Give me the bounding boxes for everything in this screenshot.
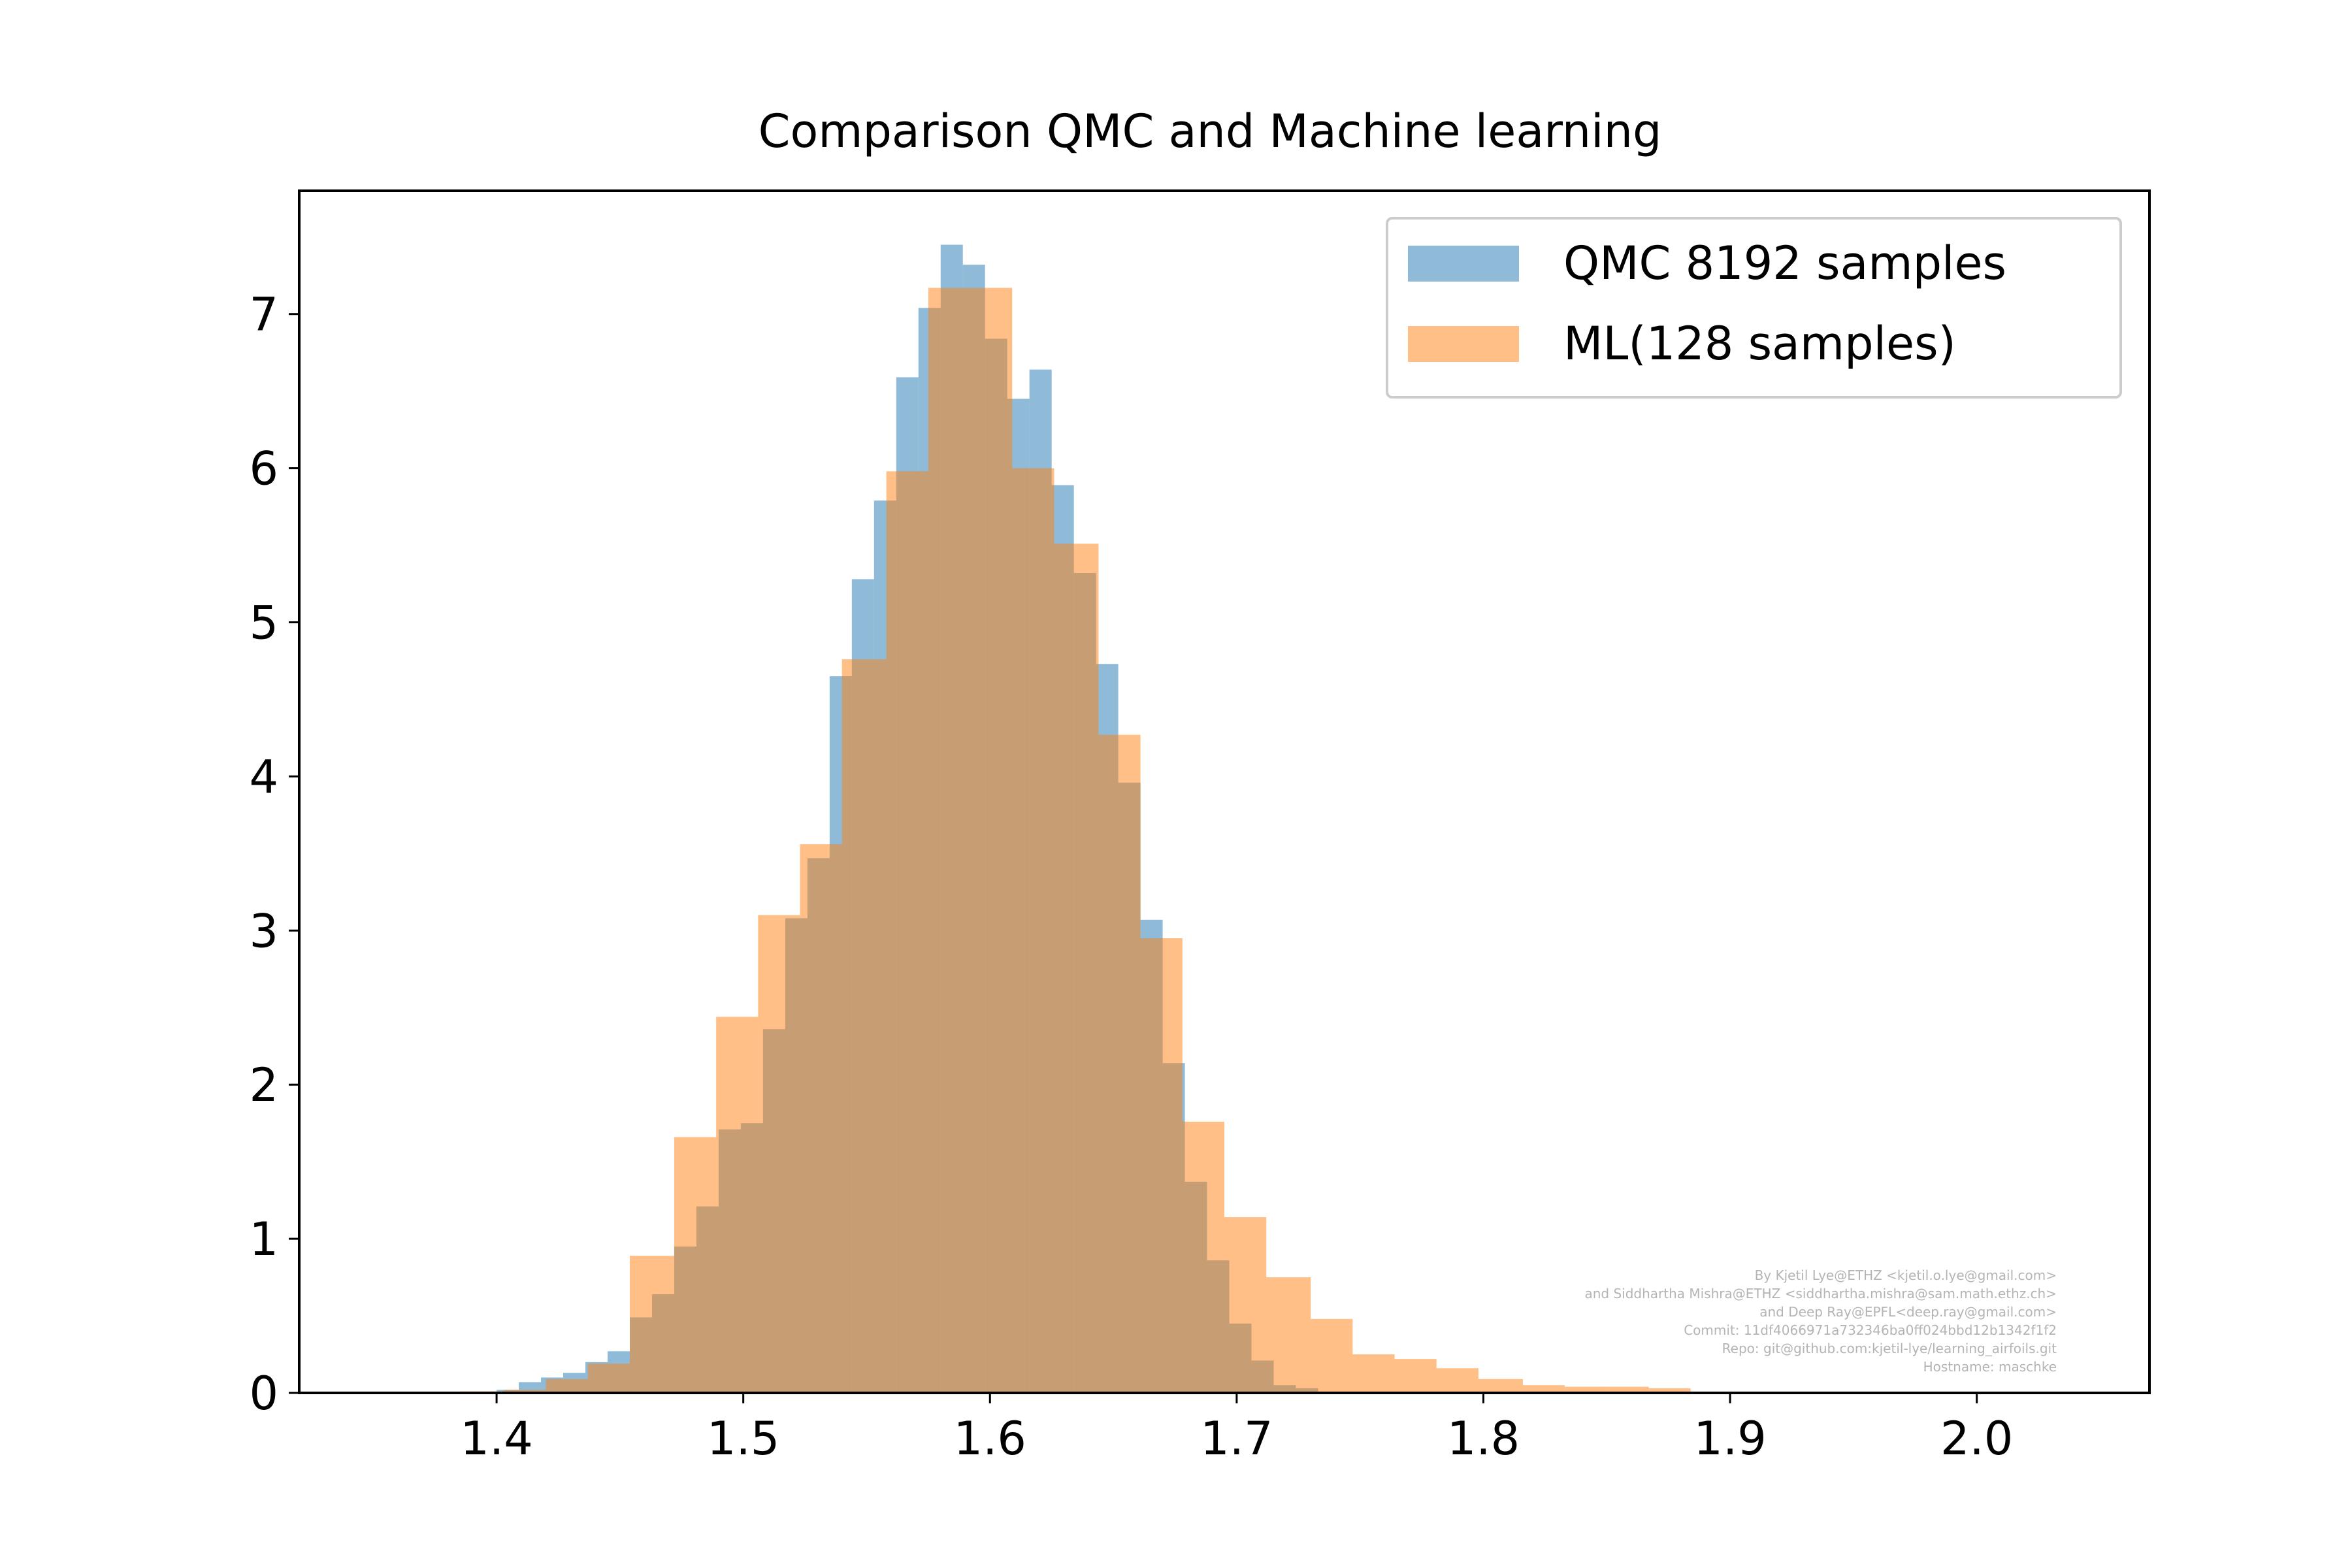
y-tick-label: 0 [249,1367,278,1420]
watermark-line: and Deep Ray@EPFL<deep.ray@gmail.com> [1759,1304,2057,1320]
histogram-bar [1352,1354,1395,1393]
histogram-bar [928,287,971,1394]
histogram-bar [1648,1388,1691,1393]
legend: QMC 8192 samples ML(128 samples) [1386,217,2122,399]
histogram-bar [1012,468,1054,1393]
histogram-bar [716,1017,759,1393]
x-tick-label: 1.5 [707,1412,779,1465]
watermark-line: Repo: git@github.com:kjetil-lye/learning… [1722,1341,2057,1356]
y-tick-label: 3 [249,904,278,958]
watermark-line: Hostname: maschke [1923,1359,2057,1375]
series-1 [459,287,1691,1394]
histogram-bar [629,1256,674,1393]
axes-frame [298,189,2151,1394]
histogram-bar [1224,1217,1267,1393]
y-tick-label: 2 [249,1058,278,1112]
histogram-bar [1565,1386,1607,1393]
y-tick-label: 1 [249,1213,278,1266]
watermark-line: Commit: 11df4066971a732346ba0ff024bbd12b… [1684,1322,2057,1338]
x-tick-label: 1.6 [954,1412,1026,1465]
histogram-bar [1394,1359,1437,1393]
histogram-bar [546,1379,588,1393]
histogram-bar [886,471,928,1394]
legend-box [1386,217,2122,399]
histogram-bar [587,1364,630,1393]
histogram-bar [504,1390,546,1393]
watermark-layer: By Kjetil Lye@ETHZ <kjetil.o.lye@gmail.c… [1584,1267,2057,1375]
histogram-bar [674,1137,717,1393]
x-tick-label: 1.8 [1447,1412,1520,1465]
histogram-bar [800,844,842,1393]
x-tick-label: 1.4 [460,1412,532,1465]
histogram-bar [970,287,1013,1394]
y-tick-label: 6 [249,442,278,496]
x-tick-label: 1.9 [1693,1412,1766,1465]
histogram-bar [1182,1121,1224,1393]
x-axis: 1.4 1.5 1.6 1.7 1.8 1.9 2.0 [460,1393,2013,1465]
histogram-bar [841,659,887,1394]
x-tick-label: 2.0 [1940,1412,2013,1465]
legend-swatch-qmc [1408,246,1519,282]
y-tick-label: 7 [249,288,278,342]
legend-label-qmc: QMC 8192 samples [1563,237,2006,290]
y-tick-label: 4 [249,750,278,804]
histogram-bar [1436,1368,1478,1393]
x-tick-label: 1.7 [1200,1412,1273,1465]
legend-swatch-ml [1408,326,1519,362]
histogram-bar [758,915,800,1393]
y-tick-label: 5 [249,596,278,650]
histogram-bar [1311,1318,1353,1393]
histogram-bar [1478,1379,1523,1393]
watermark-line: and Siddhartha Mishra@ETHZ <siddhartha.m… [1584,1286,2057,1301]
histogram-bar [1054,544,1099,1394]
histogram-bar [1140,938,1183,1393]
watermark-line: By Kjetil Lye@ETHZ <kjetil.o.lye@gmail.c… [1755,1267,2057,1283]
histogram-bar [1098,734,1141,1393]
histogram-bar [1522,1385,1565,1393]
legend-label-ml: ML(128 samples) [1563,317,1956,370]
histogram-bar [1266,1277,1311,1393]
chart-title: Comparison QMC and Machine learning [759,105,1662,158]
y-axis: 0 1 2 3 4 5 6 7 [249,288,299,1420]
bars-layer [459,244,1691,1394]
histogram-bar [1607,1386,1649,1393]
